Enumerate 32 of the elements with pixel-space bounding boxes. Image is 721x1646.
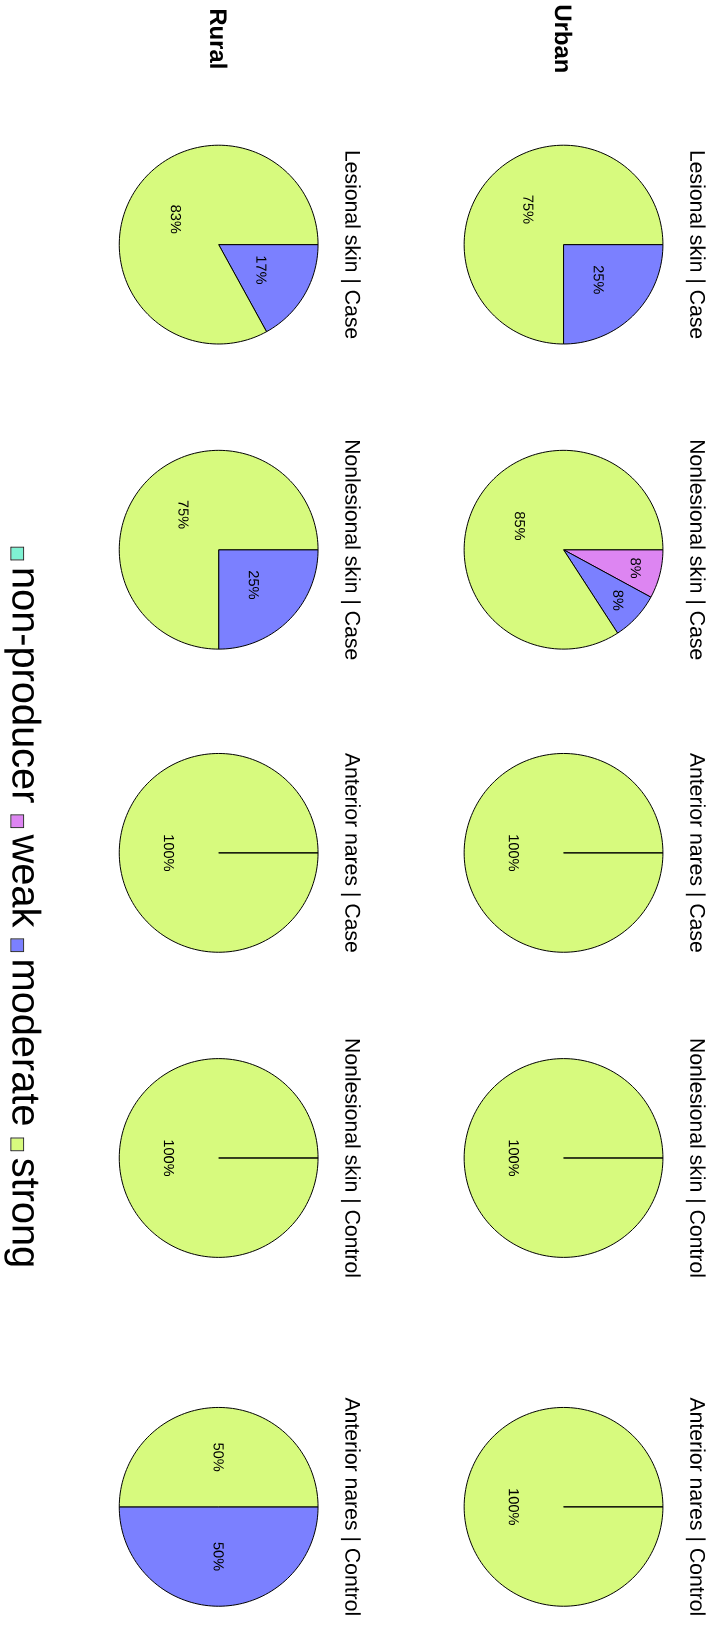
data-label: 25%	[593, 265, 605, 294]
text: Nonlesional skin | Control	[341, 1039, 361, 1277]
chart-subtitle: Rural	[210, 9, 228, 68]
text: Nonlesional skin | Control	[686, 1039, 706, 1277]
data-label: 75%	[178, 500, 189, 529]
text: Lesional skin | Case	[341, 151, 361, 339]
legend-label: non-producer	[4, 569, 42, 803]
text: Lesional skin | Case	[686, 151, 706, 339]
data-label: 100%	[508, 835, 520, 871]
legend-label: weak	[12, 834, 42, 928]
data-label: 50%	[213, 1443, 225, 1472]
data-label: 25%	[248, 571, 260, 599]
legend-label: strong	[4, 1158, 39, 1266]
data-label: 17%	[256, 256, 267, 284]
data-label: 75%	[523, 195, 534, 224]
data-label: 8%	[613, 590, 624, 611]
text: Anterior nares | Case	[341, 752, 361, 952]
data-label: 50%	[213, 1542, 225, 1571]
data-label: 8%	[630, 558, 642, 579]
chart-subtitle: Urban	[555, 5, 573, 72]
legend-label: moderate	[12, 961, 42, 1125]
text: Anterior nares | Control	[341, 1397, 361, 1615]
data-label: 100%	[508, 1489, 520, 1525]
data-label: 100%	[508, 1140, 520, 1177]
text: Nonlesional skin | Case	[686, 440, 706, 660]
data-label: 100%	[164, 835, 175, 871]
text: Anterior nares | Case	[686, 752, 706, 952]
data-label: 85%	[514, 512, 526, 541]
data-label: 100%	[164, 1140, 175, 1177]
data-label: 83%	[170, 205, 182, 234]
text: Anterior nares | Control	[686, 1397, 706, 1615]
text: Nonlesional skin | Case	[341, 440, 361, 660]
